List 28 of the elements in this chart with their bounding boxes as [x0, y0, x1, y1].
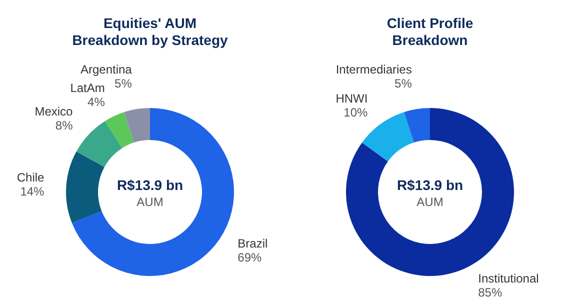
donut-slice: [76, 121, 122, 167]
data-label: 4%: [88, 95, 106, 110]
text: AUM: [136, 195, 164, 209]
slice-label: Chile: [16, 170, 45, 184]
data-label: 85%: [478, 285, 502, 300]
slice-label: HNWI: [336, 91, 368, 106]
slice-label: Intermediaries: [336, 62, 412, 76]
data-label: 69%: [238, 250, 262, 265]
slice-label: Mexico: [34, 104, 74, 118]
chart-title: Client Profile Breakdown: [386, 15, 474, 48]
data-label: 8%: [55, 118, 74, 132]
slice-label: Brazil: [238, 236, 268, 251]
chart-title: Equities' AUM Breakdown by Strategy: [72, 15, 228, 48]
slice-label: Institutional: [478, 271, 539, 286]
data-label: 10%: [344, 105, 368, 120]
donut-slice: [104, 112, 134, 148]
data-label: 5%: [394, 76, 412, 90]
text: AUM: [416, 195, 444, 209]
text: R$13.9 bn: [116, 177, 184, 193]
data-label: 5%: [114, 76, 132, 90]
data-label: 14%: [20, 184, 45, 198]
donut-slice: [72, 108, 234, 276]
text: R$13.9 bn: [396, 177, 464, 193]
donut-slice: [124, 108, 150, 143]
slice-label: Argentina: [80, 62, 132, 76]
slice-label: LatAm: [70, 81, 105, 96]
donut-slice: [66, 152, 104, 223]
donut-slice: [404, 108, 430, 143]
